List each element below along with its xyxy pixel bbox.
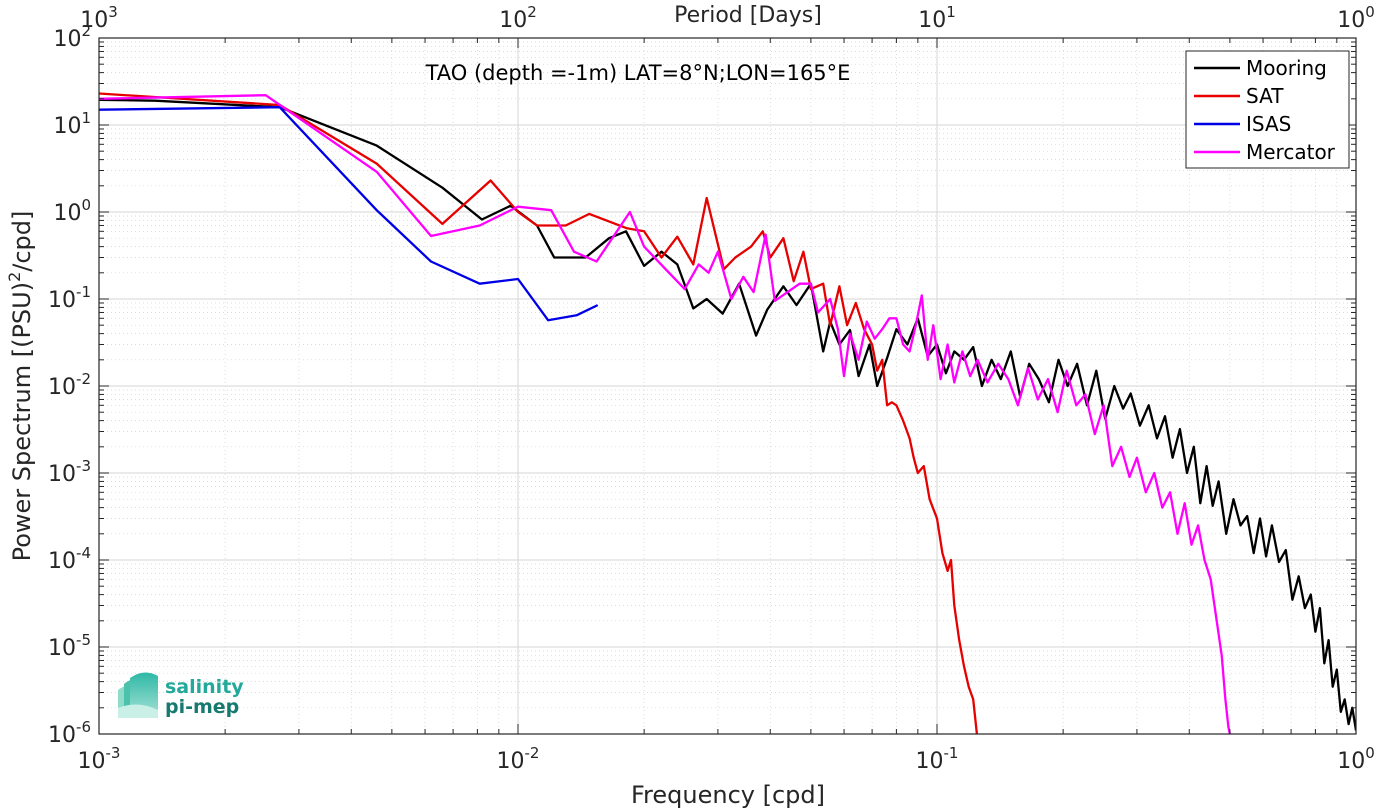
y-tick-base: 10: [53, 201, 81, 226]
y-axis-title-tail: /cpd]: [8, 211, 36, 272]
y-tick-exp: -3: [76, 457, 91, 475]
tick-marks: [98, 37, 1357, 735]
legend-label-mercator: Mercator: [1246, 140, 1336, 164]
logo-text-line1: salinity: [165, 676, 244, 698]
y-tick-base: 10: [53, 114, 81, 139]
y-axis-title: Power Spectrum [(PSU)2/cpd]: [5, 211, 36, 562]
y-tick-label: 10-4: [48, 544, 91, 574]
y-tick-exp: 1: [81, 109, 91, 127]
y-tick-exp: -4: [76, 544, 91, 562]
y-tick-exp: 2: [81, 22, 91, 40]
logo-text-line2: pi-mep: [165, 696, 239, 718]
y-tick-label: 10-3: [48, 457, 91, 487]
legend-label-mooring: Mooring: [1246, 56, 1327, 80]
series-line-sat: [99, 92, 979, 734]
top-tick-base: 10: [80, 8, 108, 33]
legend-box: [1185, 50, 1350, 169]
series-line-mercator: [99, 94, 1232, 734]
x-tick-labels: 10-3 10-2 10-1 100: [78, 744, 1375, 774]
top-tick-exp: 3: [108, 3, 118, 21]
y-tick-label: 100: [53, 196, 91, 226]
x-axis-title: Frequency [cpd]: [631, 781, 825, 809]
x-tick-exp: -2: [525, 744, 540, 762]
y-tick-exp: -6: [76, 718, 91, 736]
series-lines: [99, 92, 1356, 734]
series-line-mooring: [99, 98, 1356, 731]
y-tick-label: 10-1: [48, 283, 91, 313]
y-tick-base: 10: [48, 549, 76, 574]
top-tick-label: 103: [80, 3, 118, 33]
top-tick-label: 101: [918, 3, 956, 33]
watermark-logo: salinity pi-mep: [118, 672, 244, 718]
top-tick-exp: 1: [946, 3, 956, 21]
y-tick-base: 10: [48, 462, 76, 487]
top-tick-exp: 2: [527, 3, 537, 21]
x-tick-base: 10: [1337, 749, 1365, 774]
x-tick-label: 10-2: [497, 744, 540, 774]
y-tick-exp: -5: [76, 631, 91, 649]
y-tick-base: 10: [53, 27, 81, 52]
x-tick-exp: -3: [106, 744, 121, 762]
chart-title: TAO (depth =-1m) LAT=8°N;LON=165°E: [425, 61, 851, 85]
top-tick-label: 102: [499, 3, 537, 33]
legend-label-sat: SAT: [1246, 84, 1284, 108]
y-tick-label: 10-6: [48, 718, 91, 748]
top-axis-title: Period [Days]: [674, 3, 822, 28]
logo-mark: [118, 672, 158, 718]
y-axis-title-sup: 2: [5, 272, 24, 282]
x-tick-exp: -1: [944, 744, 959, 762]
legend: Mooring SAT ISAS Mercator: [1185, 50, 1350, 169]
y-tick-exp: -2: [76, 370, 91, 388]
top-tick-exp: 0: [1365, 3, 1375, 21]
top-tick-base: 10: [1337, 8, 1365, 33]
y-tick-exp: -1: [76, 283, 91, 301]
series-line-isas: [99, 106, 599, 322]
x-tick-base: 10: [497, 749, 525, 774]
top-tick-base: 10: [918, 8, 946, 33]
y-tick-base: 10: [48, 636, 76, 661]
y-tick-label: 10-2: [48, 370, 91, 400]
y-axis-title-main: Power Spectrum [(PSU): [8, 282, 36, 561]
legend-label-isas: ISAS: [1246, 112, 1291, 136]
y-tick-label: 102: [53, 22, 91, 52]
x-tick-label: 10-1: [916, 744, 959, 774]
top-tick-labels: 103 102 101 100: [80, 3, 1375, 33]
y-tick-exp: 0: [81, 196, 91, 214]
x-tick-base: 10: [916, 749, 944, 774]
x-tick-exp: 0: [1365, 744, 1375, 762]
top-tick-base: 10: [499, 8, 527, 33]
y-tick-base: 10: [48, 723, 76, 748]
top-tick-label: 100: [1337, 3, 1375, 33]
x-tick-label: 10-3: [78, 744, 121, 774]
legend-entries: Mooring SAT ISAS Mercator: [1194, 56, 1336, 164]
y-tick-base: 10: [48, 375, 76, 400]
x-tick-label: 100: [1337, 744, 1375, 774]
y-tick-label: 10-5: [48, 631, 91, 661]
y-tick-label: 101: [53, 109, 91, 139]
x-tick-base: 10: [78, 749, 106, 774]
y-tick-base: 10: [48, 288, 76, 313]
